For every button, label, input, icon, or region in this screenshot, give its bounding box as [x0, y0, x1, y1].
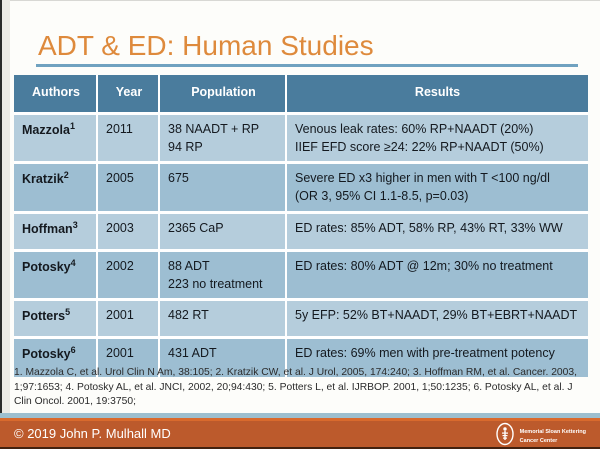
cell-year: 2011 — [98, 115, 160, 162]
results-line: IIEF EFD score ≥24: 22% RP+NAADT (50%) — [295, 140, 544, 155]
results-line: Venous leak rates: 60% RP+NAADT (20%) — [295, 122, 534, 136]
frame-top-edge — [0, 0, 600, 1]
cell-population: 88 ADT 223 no treatment — [160, 251, 287, 298]
cell-results: 5y EFP: 52% BT+NAADT, 29% BT+EBRT+NAADT — [287, 301, 586, 336]
studies-table: Authors Year Population Results Mazzola1… — [14, 75, 588, 377]
page-title: ADT & ED: Human Studies — [38, 30, 374, 61]
table-header-row: Authors Year Population Results — [14, 75, 588, 115]
population-line: 431 ADT — [168, 345, 217, 360]
results-line: ED rates: 80% ADT @ 12m; 30% no treatmen… — [295, 258, 553, 273]
results-line: ED rates: 69% men with pre-treatment pot… — [295, 345, 555, 360]
results-line: 5y EFP: 52% BT+NAADT, 29% BT+EBRT+NAADT — [295, 307, 578, 322]
cell-author: Potters5 — [14, 300, 98, 336]
study-table-body: Mazzola1 2011 38 NAADT + RP 94 RP Venous lea… — [14, 115, 588, 377]
frame-left-gutter — [2, 0, 10, 413]
cell-author: Potosky4 — [14, 251, 98, 298]
cell-author: Kratzik2 — [14, 164, 98, 211]
footer-top-stripe — [0, 418, 600, 421]
cell-results: ED rates: 69% men with pre-treatment pot… — [287, 339, 586, 377]
msk-logo: Memorial Sloan Kettering Cancer Center — [494, 422, 586, 449]
population-line: 2365 CaP — [168, 220, 224, 235]
msk-logo-line2: Cancer Center — [519, 437, 558, 444]
citations-text: 1. Mazzola C, et al. Urol Clin N Am, 38:… — [14, 367, 577, 408]
msk-logo-line1: Memorial Sloan Kettering — [519, 429, 586, 436]
cell-results: Venous leak rates: 60% RP+NAADT (20%) IIE… — [287, 115, 586, 161]
table-row: Potters5 2001 482 RT 5y EFP: 52% BT+NAADT, … — [14, 300, 588, 339]
cell-population: 38 NAADT + RP 94 RP — [160, 115, 287, 162]
cell-results: ED rates: 85% ADT, 58% RP, 43% RT, 33% W… — [287, 214, 586, 249]
cell-year: 2005 — [98, 164, 160, 211]
population-line: 94 RP — [168, 140, 203, 155]
copyright-text: © 2019 John P. Mulhall MD — [14, 426, 171, 441]
population-line: 88 ADT — [168, 258, 210, 273]
footer-bottom-edge — [0, 447, 600, 449]
results-line: ED rates: 85% ADT, 58% RP, 43% RT, 33% W… — [295, 220, 563, 235]
column-header-results: Results — [414, 84, 461, 99]
population-line: 38 NAADT + RP — [168, 122, 260, 136]
column-header-population: Population — [160, 75, 287, 112]
cell-author: Mazzola1 — [14, 115, 98, 162]
results-line: Severe ED x3 higher in men with T <100 n… — [295, 171, 550, 186]
cell-results: ED rates: 80% ADT @ 12m; 30% no treatmen… — [287, 252, 586, 298]
cell-population: 675 — [160, 164, 287, 211]
column-header-year: Year — [98, 75, 160, 112]
cell-year: 2002 — [98, 251, 160, 298]
population-line: 675 — [168, 171, 189, 186]
cell-year: 2003 — [98, 213, 160, 249]
cell-population: 482 RT — [160, 300, 287, 336]
cell-population: 431 ADT — [160, 338, 287, 377]
column-header-authors: Authors — [14, 75, 98, 112]
cell-results: Severe ED x3 higher in men with T <100 n… — [287, 164, 586, 210]
footer-accent-stripe — [0, 413, 600, 418]
results-line: (OR 3, 95% CI 1.1-8.5, p=0.03) — [295, 189, 469, 204]
table-row: Kratzik2 2005 675 Severe ED x3 higher in me… — [14, 164, 588, 214]
table-row: Potosky6 2001 431 ADT ED rates: 69% men wit… — [14, 338, 588, 377]
cell-year: 2001 — [98, 300, 160, 336]
population-line: 223 no treatment — [168, 276, 263, 291]
msk-emblem-icon — [494, 422, 516, 449]
population-line: 482 RT — [168, 307, 209, 322]
footer-bar: © 2019 John P. Mulhall MD Memorial Sloan… — [0, 418, 600, 449]
table-row: Mazzola1 2011 38 NAADT + RP 94 RP Venous lea… — [14, 115, 588, 165]
msk-logo-text: Memorial Sloan Kettering Cancer Center — [520, 428, 586, 445]
cell-year: 2001 — [98, 338, 160, 377]
table-row: Hoffman3 2003 2365 CaP ED rates: 85% ADT, 5… — [14, 213, 588, 252]
frame-left-edge — [0, 0, 2, 449]
title-underline — [36, 64, 578, 67]
table-row: Potosky4 2002 88 ADT 223 no treatment ED rat… — [14, 251, 588, 301]
cell-author: Potosky6 — [14, 338, 98, 377]
cell-population: 2365 CaP — [160, 213, 287, 249]
cell-author: Hoffman3 — [14, 213, 98, 249]
